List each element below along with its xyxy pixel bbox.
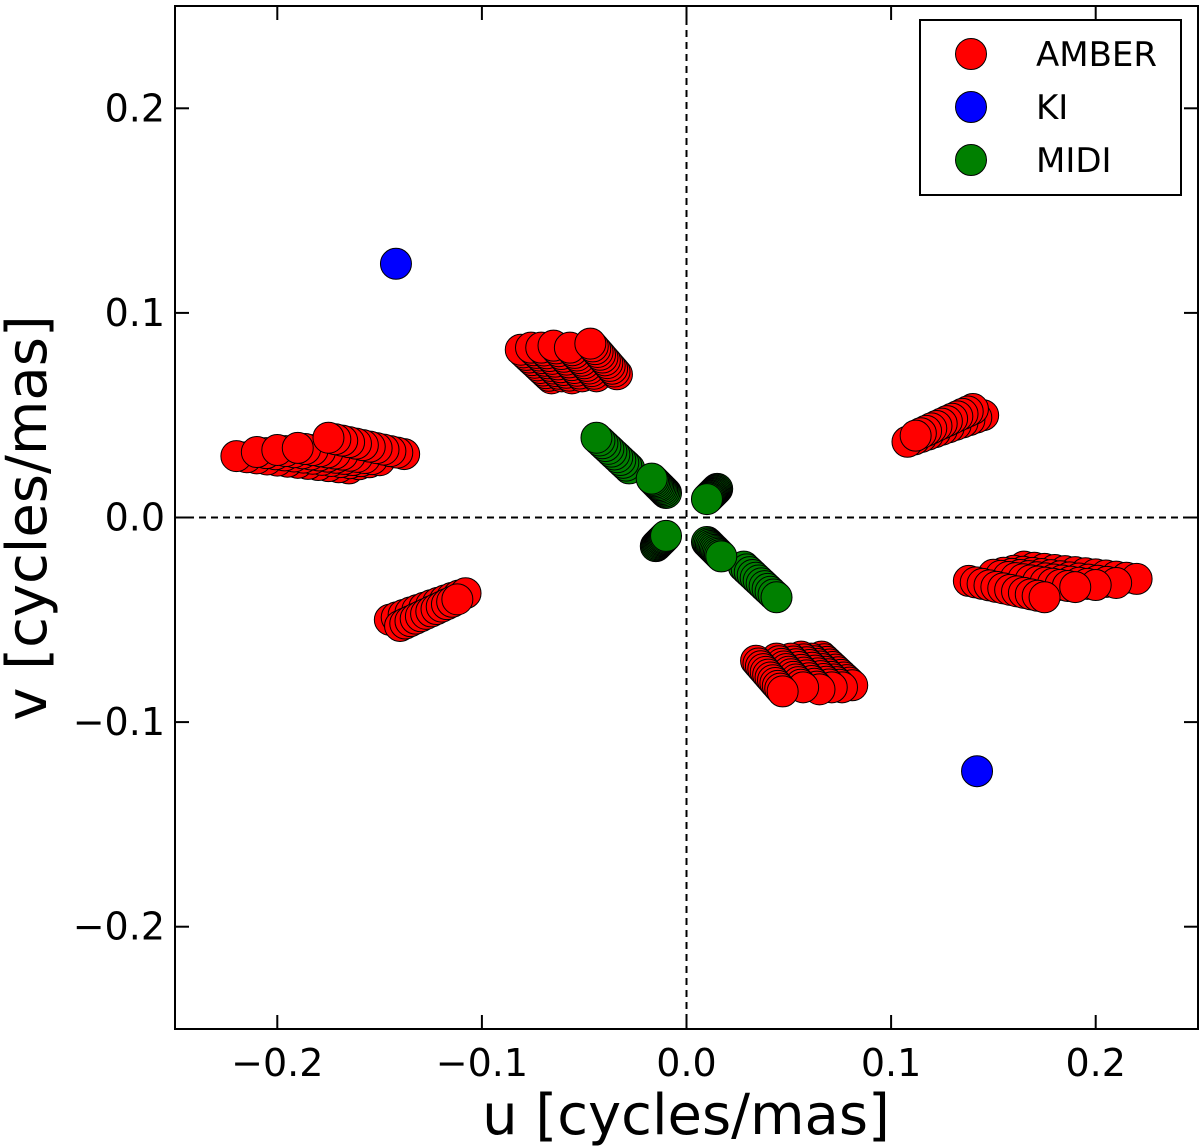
midi-point <box>650 519 683 552</box>
amber-point <box>899 419 932 452</box>
midi-point <box>580 421 613 454</box>
amber-point <box>574 327 607 360</box>
legend-marker-midi <box>955 144 987 176</box>
midi-point <box>705 540 738 573</box>
midi-point <box>690 483 723 516</box>
reference-lines <box>175 6 1198 1029</box>
x-tick-label: 0.1 <box>861 1041 921 1085</box>
amber-point <box>1028 581 1061 614</box>
x-tick-label: −0.1 <box>436 1041 528 1085</box>
legend-label-amber: AMBER <box>1036 35 1157 75</box>
y-tick-label: 0.2 <box>105 86 165 130</box>
axis-ticks <box>175 6 1198 1029</box>
series-ki <box>379 247 994 788</box>
amber-point <box>766 675 799 708</box>
ki-point <box>379 247 412 280</box>
y-tick-label: 0.0 <box>105 496 165 540</box>
series-midi <box>580 421 793 614</box>
y-tick-label: −0.1 <box>73 700 165 744</box>
y-tick-label: −0.2 <box>73 905 165 949</box>
series-amber <box>220 327 1153 708</box>
amber-point <box>441 583 474 616</box>
x-tick-label: 0.0 <box>656 1041 716 1085</box>
legend: AMBER KI MIDI <box>919 19 1182 196</box>
data-points <box>220 247 1153 788</box>
amber-point <box>1059 571 1092 604</box>
legend-marker-amber <box>955 38 987 70</box>
legend-marker-ki <box>955 91 987 123</box>
amber-point <box>312 421 345 454</box>
y-tick-label: 0.1 <box>105 291 165 335</box>
x-axis-title: u [cycles/mas] <box>482 1083 890 1148</box>
x-tick-label: −0.2 <box>231 1041 323 1085</box>
y-axis-title: v [cycles/mas] <box>0 315 60 720</box>
legend-label-ki: KI <box>1036 88 1068 128</box>
legend-label-midi: MIDI <box>1036 141 1112 181</box>
midi-point <box>635 462 668 495</box>
ki-point <box>961 755 994 788</box>
amber-point <box>281 431 314 464</box>
x-tick-label: 0.2 <box>1065 1041 1125 1085</box>
midi-point <box>760 581 793 614</box>
tick-labels: −0.2 −0.1 0.0 0.1 0.2 −0.2 −0.1 0.0 0.1 0.2 <box>73 86 1126 1085</box>
